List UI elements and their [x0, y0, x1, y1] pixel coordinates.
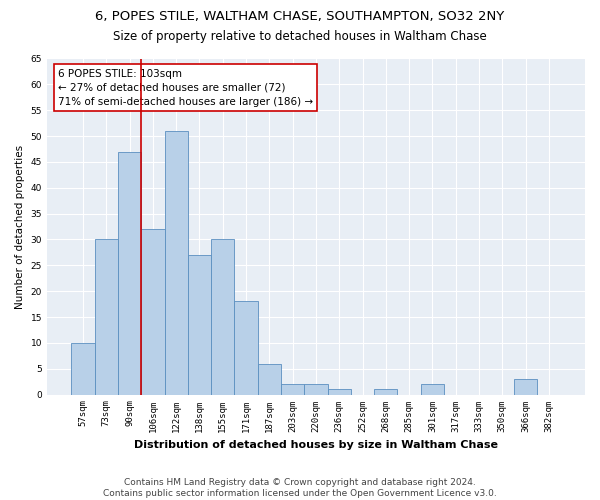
Bar	[188, 255, 211, 394]
Text: 6, POPES STILE, WALTHAM CHASE, SOUTHAMPTON, SO32 2NY: 6, POPES STILE, WALTHAM CHASE, SOUTHAMPT…	[95, 10, 505, 23]
Bar	[235, 302, 258, 394]
Bar	[421, 384, 444, 394]
Bar	[164, 131, 188, 394]
Text: Size of property relative to detached houses in Waltham Chase: Size of property relative to detached ho…	[113, 30, 487, 43]
Bar	[304, 384, 328, 394]
Bar	[258, 364, 281, 394]
Text: 6 POPES STILE: 103sqm
← 27% of detached houses are smaller (72)
71% of semi-deta: 6 POPES STILE: 103sqm ← 27% of detached …	[58, 68, 313, 106]
Bar	[95, 240, 118, 394]
Bar	[281, 384, 304, 394]
Bar	[211, 240, 235, 394]
Bar	[514, 379, 537, 394]
X-axis label: Distribution of detached houses by size in Waltham Chase: Distribution of detached houses by size …	[134, 440, 498, 450]
Bar	[118, 152, 141, 394]
Bar	[328, 390, 351, 394]
Y-axis label: Number of detached properties: Number of detached properties	[15, 144, 25, 308]
Text: Contains HM Land Registry data © Crown copyright and database right 2024.
Contai: Contains HM Land Registry data © Crown c…	[103, 478, 497, 498]
Bar	[141, 229, 164, 394]
Bar	[71, 343, 95, 394]
Bar	[374, 390, 397, 394]
